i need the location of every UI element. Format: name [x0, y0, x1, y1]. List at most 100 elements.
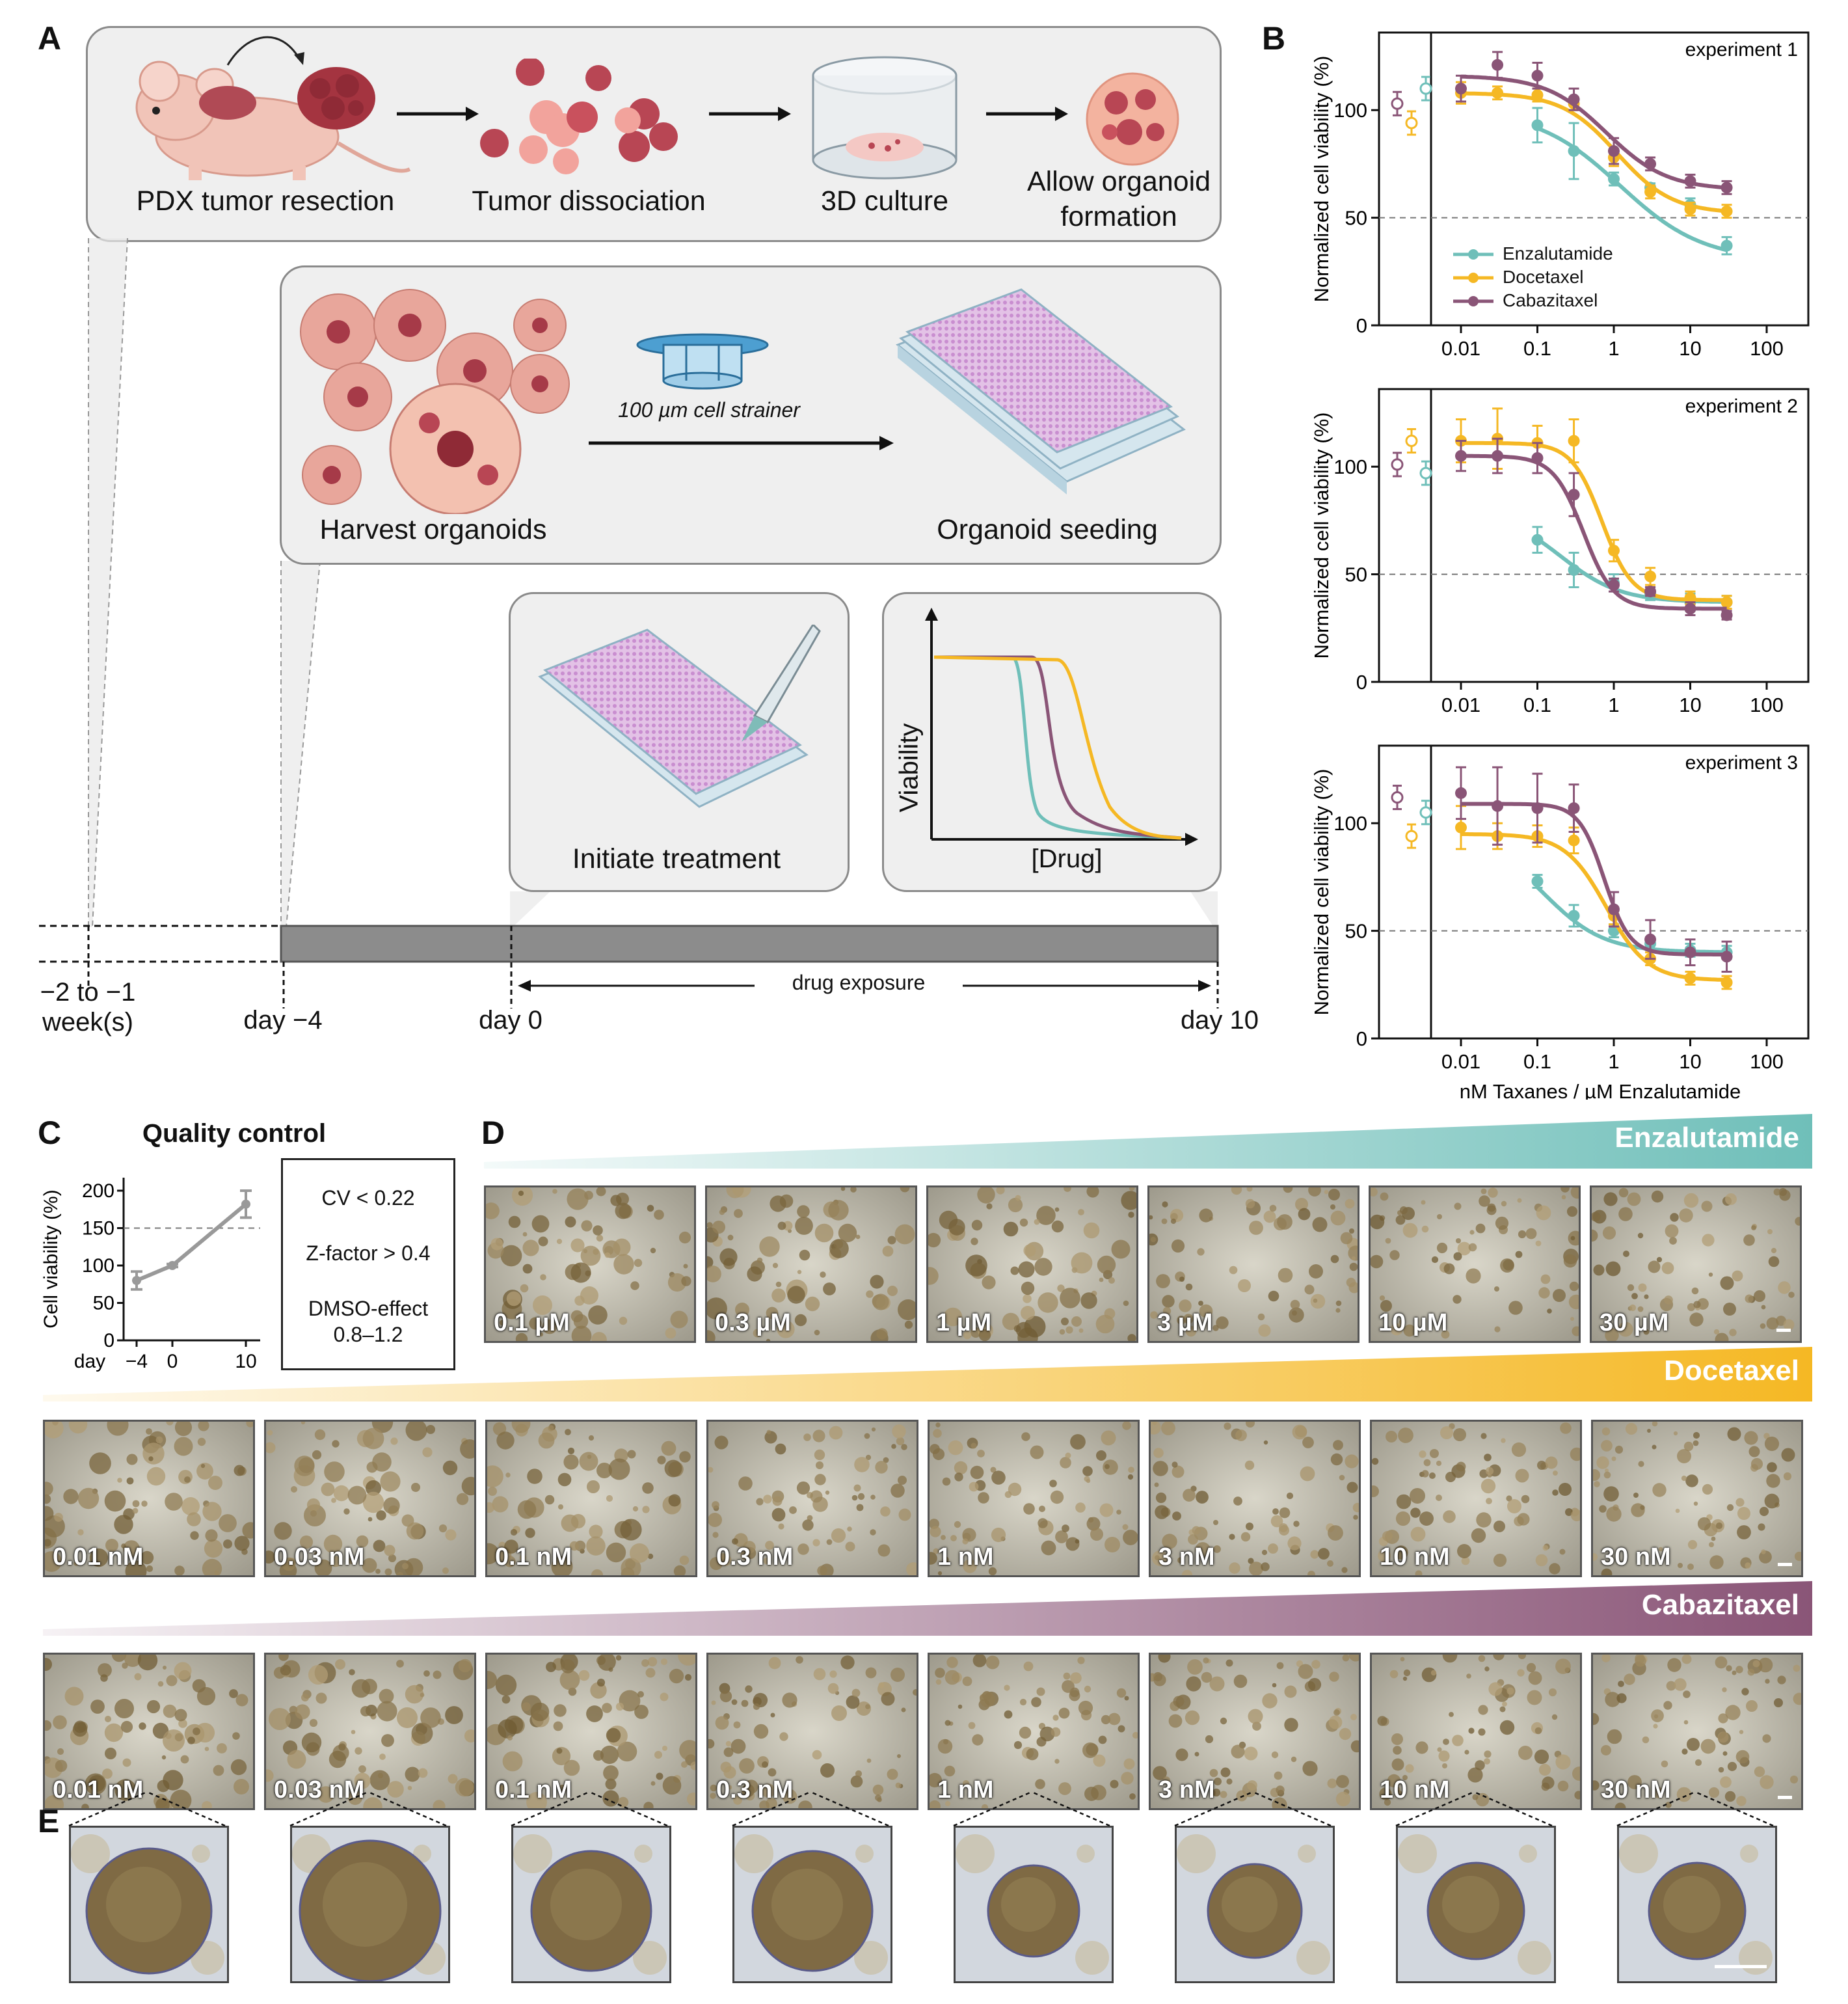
concentration-label: 0.1 nM: [495, 1543, 572, 1571]
fit-curve-enzalutamide: [1536, 537, 1727, 604]
data-point-docetaxel: [1721, 596, 1733, 608]
step-organoid-formation: Allow organoid formation: [1015, 164, 1223, 234]
concentration-label: 10 nM: [1380, 1776, 1450, 1804]
step-organoid-seeding: Organoid seeding: [937, 514, 1158, 545]
micrograph-cabazitaxel-6: 10 nM: [1370, 1653, 1582, 1810]
concentration-label: 0.1 nM: [495, 1776, 572, 1804]
fit-curve-docetaxel: [1461, 832, 1727, 982]
concentration-label: 3 µM: [1157, 1309, 1213, 1336]
zoom-connector: [511, 1791, 668, 1827]
y-tick-label: 0: [1356, 671, 1367, 694]
zoom-connector: [1616, 1791, 1774, 1827]
data-point-enzalutamide: [1531, 875, 1544, 887]
control-point-enzalutamide: [1419, 806, 1432, 819]
strainer-label: 100 µm cell strainer: [618, 398, 800, 422]
cell-strainer: [636, 333, 769, 390]
arrow-3: [986, 107, 1068, 121]
x-tick-label: 0.1: [1523, 337, 1551, 360]
data-point-docetaxel: [1531, 89, 1544, 102]
arrow-2: [709, 107, 791, 121]
data-point-docetaxel: [1492, 87, 1504, 99]
concentration-label: 0.03 nM: [274, 1543, 365, 1571]
micrograph-cabazitaxel-7: 30 nM: [1591, 1653, 1803, 1810]
micrograph-docetaxel-6: 10 nM: [1370, 1420, 1582, 1577]
dissociated-cells: [480, 59, 678, 174]
data-point-cabazitaxel: [1568, 802, 1580, 815]
micrograph-cabazitaxel-1: 0.03 nM: [264, 1653, 476, 1810]
concentration-label: 30 µM: [1600, 1309, 1669, 1336]
qc-title: Quality control: [142, 1119, 327, 1148]
fit-curve-enzalutamide: [1536, 126, 1728, 252]
arrow-4: [589, 436, 894, 450]
data-point-cabazitaxel: [1684, 603, 1696, 615]
micrograph-docetaxel-4: 1 nM: [928, 1420, 1140, 1577]
y-tick-label: 100: [1333, 455, 1367, 478]
qc-x-axis-label: day: [74, 1351, 105, 1372]
x-tick-label: 100: [1750, 1050, 1784, 1073]
drug-title-docetaxel: Docetaxel: [1664, 1355, 1799, 1387]
concentration-label: 10 nM: [1380, 1543, 1450, 1571]
organoid-illustration: [1086, 72, 1179, 166]
data-point-docetaxel: [1608, 545, 1620, 557]
micrograph-cabazitaxel-4: 1 nM: [928, 1653, 1140, 1810]
x-tick-label: 100: [1750, 337, 1784, 360]
experiment-title: experiment 2: [1685, 396, 1798, 417]
micrograph-docetaxel-0: 0.01 nM: [43, 1420, 255, 1577]
x-tick-label: 1: [1608, 1050, 1619, 1073]
concentration-label: 0.3 µM: [715, 1309, 791, 1336]
legend-label-cabazitaxel: Cabazitaxel: [1503, 290, 1598, 310]
x-tick-label: 10: [1679, 337, 1701, 360]
zoom-scale-bar: [1715, 1965, 1767, 1968]
data-point-cabazitaxel: [1492, 59, 1504, 71]
drug-title-cabazitaxel: Cabazitaxel: [1641, 1589, 1799, 1621]
concept-viability-axis: Viability: [883, 716, 935, 820]
drug-exposure-label: drug exposure: [792, 971, 926, 994]
concentration-label: 3 nM: [1158, 1776, 1215, 1804]
data-point-docetaxel: [1455, 821, 1467, 833]
micrograph-enzalutamide-3: 3 µM: [1147, 1185, 1359, 1343]
data-point-enzalutamide: [1531, 534, 1544, 546]
qc-y-tick-label: 50: [93, 1293, 114, 1314]
y-tick-label: 50: [1345, 563, 1367, 586]
qc-criteria-box: CV < 0.22 Z-factor > 0.4 DMSO-effect 0.8…: [281, 1158, 455, 1370]
x-tick-label: 10: [1679, 1050, 1701, 1073]
step-organoid-formation-line2: formation: [1060, 201, 1177, 232]
legend-item-docetaxel: Docetaxel: [1451, 267, 1613, 290]
panel-label-c: C: [38, 1115, 62, 1151]
control-point-cabazitaxel: [1391, 97, 1404, 110]
plot-frame: [1378, 388, 1810, 683]
zoom-connector: [1395, 1791, 1553, 1827]
qc-chart: 0 50 100 150 200 −4 0 10 day Cell viability (%): [40, 1178, 260, 1372]
control-point-enzalutamide: [1419, 467, 1432, 480]
data-point-enzalutamide: [1531, 119, 1544, 131]
data-point-docetaxel: [1644, 570, 1657, 582]
concentration-label: 0.03 nM: [274, 1776, 365, 1804]
data-point-docetaxel: [1644, 185, 1657, 198]
x-tick-label: 10: [1679, 694, 1701, 716]
chart-experiment-2: 0 50 100 0.01 0.1 1 10 100 experiment 2 Normalize…: [1310, 388, 1810, 716]
micrograph-enzalutamide-2: 1 µM: [926, 1185, 1138, 1343]
step-pdx-resection: PDX tumor resection: [136, 185, 395, 217]
control-point-cabazitaxel: [1391, 458, 1404, 471]
control-point-docetaxel: [1405, 435, 1418, 448]
fit-curve-docetaxel: [1460, 91, 1727, 213]
data-point-cabazitaxel: [1531, 70, 1544, 82]
panel-label-a: A: [38, 20, 62, 57]
qc-x-tick-label: 0: [167, 1351, 178, 1372]
qc-dmso-line1: DMSO-effect: [308, 1297, 429, 1320]
concentration-label: 0.01 nM: [53, 1543, 144, 1571]
fit-curve-cabazitaxel: [1460, 74, 1727, 190]
data-point-cabazitaxel: [1455, 450, 1467, 462]
plot-frame: [1378, 31, 1810, 327]
x-tick-label: 0.1: [1523, 1050, 1551, 1073]
control-point-docetaxel: [1405, 116, 1418, 129]
data-point-enzalutamide: [1568, 910, 1580, 922]
y-tick-label: 50: [1345, 207, 1367, 230]
timeline-label-day0: day 0: [479, 1006, 542, 1035]
chart-experiment-1: 0 50 100 0.01 0.1 1 10 100 experiment 1 Normalize…: [1310, 31, 1810, 360]
culture-dish: [812, 56, 957, 180]
micrograph-enzalutamide-5: 30 µM: [1590, 1185, 1802, 1343]
zoomed-organoid-0: [69, 1826, 229, 1983]
timeline-label-weeks: −2 to −1 week(s): [20, 977, 156, 1037]
